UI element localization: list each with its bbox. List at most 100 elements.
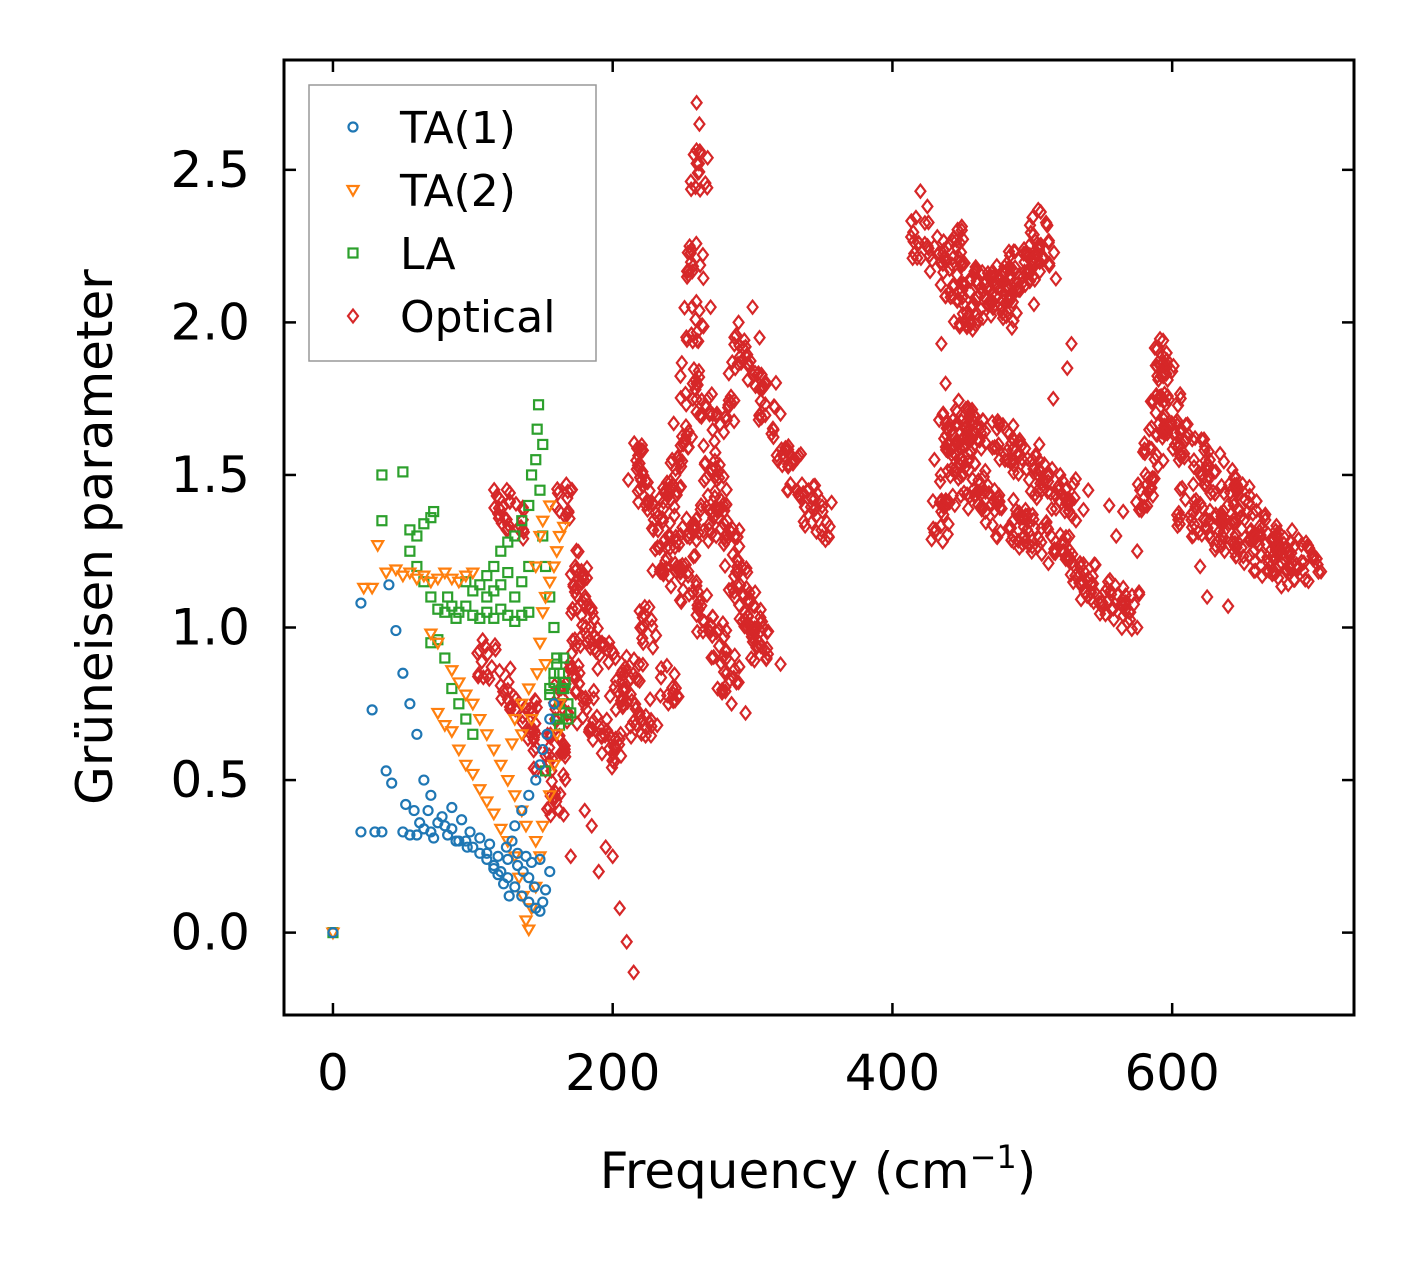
point-circle (456, 814, 468, 826)
optical-point (720, 664, 734, 682)
point-triangle (514, 729, 530, 742)
point-square (467, 609, 479, 621)
optical-point (1288, 571, 1302, 589)
optical-point (744, 650, 758, 667)
optical-point (651, 522, 665, 539)
optical-point (732, 658, 746, 676)
point-diamond (928, 451, 941, 469)
optical-point (1062, 552, 1076, 570)
optical-point (941, 525, 955, 543)
optical-point (565, 659, 579, 676)
optical-point (680, 426, 693, 444)
point-square (397, 466, 409, 478)
optical-point (809, 500, 823, 517)
point-circle (467, 841, 479, 853)
optical-point (585, 599, 598, 617)
optical-point (564, 604, 578, 622)
optical-point (1150, 340, 1164, 358)
point-circle (355, 597, 367, 609)
optical-point (986, 299, 1000, 317)
optical-point (937, 498, 950, 516)
optical-point (1242, 478, 1256, 496)
optical-point (1274, 540, 1287, 558)
optical-point (708, 433, 721, 450)
point-triangle (521, 683, 537, 697)
optical-point (1077, 501, 1090, 519)
y-tick-label: 0.0 (170, 904, 250, 962)
point-diamond (1025, 451, 1039, 469)
optical-point (978, 503, 992, 521)
optical-point (1065, 507, 1079, 525)
point-circle (355, 826, 367, 838)
optical-point (553, 502, 566, 520)
point-triangle (552, 530, 567, 544)
point-diamond (939, 375, 952, 392)
point-triangle (532, 851, 548, 865)
point-triangle (451, 576, 467, 590)
point-square (460, 713, 472, 725)
point-square (558, 652, 570, 664)
point-diamond (599, 838, 613, 856)
point-triangle (528, 835, 544, 849)
optical-point (731, 577, 744, 594)
optical-point (950, 292, 964, 310)
optical-point (666, 685, 680, 702)
optical-point (1033, 253, 1047, 271)
point-triangle (524, 713, 539, 727)
point-diamond (760, 375, 773, 392)
optical-point (1033, 263, 1047, 280)
optical-point (952, 392, 965, 409)
optical-point (661, 695, 675, 713)
point-square (467, 728, 479, 740)
optical-point (614, 747, 628, 765)
point-square (404, 545, 416, 557)
plot-frame (282, 58, 1356, 1017)
point-circle (492, 850, 504, 862)
optical-point (579, 618, 593, 635)
optical-point (681, 567, 695, 585)
optical-point (1282, 556, 1296, 574)
optical-point (694, 501, 708, 518)
optical-point (954, 487, 968, 505)
point-triangle (538, 659, 553, 672)
optical-point (689, 577, 703, 595)
optical-point (1201, 519, 1214, 537)
optical-point (932, 411, 946, 429)
point-square (523, 499, 535, 512)
optical-point (719, 649, 733, 667)
optical-point (950, 266, 964, 284)
optical-point (529, 761, 543, 779)
optical-point (918, 214, 932, 232)
optical-point (1132, 583, 1146, 601)
optical-point (690, 391, 703, 408)
optical-point (740, 617, 754, 635)
point-triangle (409, 573, 425, 587)
point-square (544, 682, 556, 695)
optical-point (946, 232, 960, 250)
optical-point (1024, 224, 1038, 241)
optical-point (624, 728, 638, 746)
optical-point (476, 669, 490, 686)
optical-point (558, 743, 572, 761)
optical-point (1177, 449, 1191, 466)
optical-point (955, 221, 969, 239)
optical-point (692, 362, 706, 380)
optical-point (745, 628, 759, 646)
point-triangle (549, 729, 565, 742)
optical-point (966, 296, 979, 313)
optical-point (753, 614, 767, 632)
point-diamond (1130, 542, 1144, 560)
point-square (551, 652, 563, 664)
point-triangle (493, 759, 509, 773)
optical-point (1022, 536, 1036, 554)
optical-point (911, 234, 925, 252)
point-square (453, 606, 465, 618)
x-tick-label: 400 (845, 1044, 940, 1102)
optical-point (1218, 542, 1231, 560)
optical-point (660, 657, 674, 675)
optical-point (1016, 268, 1030, 285)
point-circle (502, 853, 514, 865)
optical-point (781, 458, 795, 475)
optical-point (1042, 257, 1056, 275)
optical-point (1013, 281, 1027, 299)
